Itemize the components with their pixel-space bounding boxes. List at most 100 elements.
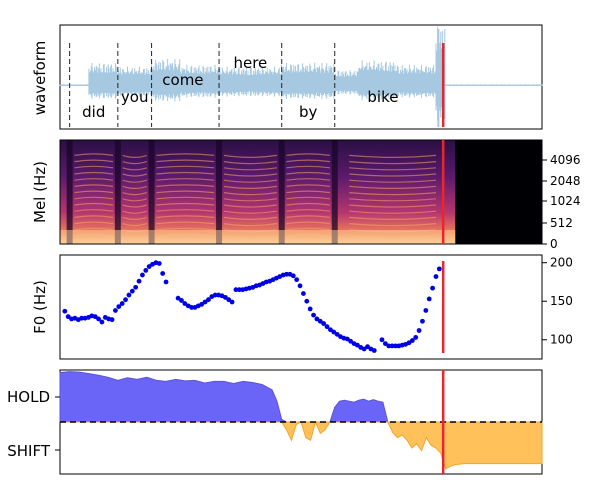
- f0-point-93: [389, 343, 395, 349]
- f0-y-ticks: 100 150 200: [542, 256, 573, 347]
- f0-tick-label-100: 100: [550, 333, 573, 347]
- f0-point-30: [163, 279, 169, 285]
- f0-point-105: [430, 285, 435, 291]
- f0-point-98: [406, 340, 412, 346]
- f0-point-74: [321, 321, 327, 326]
- f0-point-78: [334, 331, 340, 337]
- f0-point-19: [126, 292, 132, 298]
- shift-area: [60, 420, 543, 470]
- f0-point-17: [119, 301, 125, 306]
- f0-points: [62, 260, 442, 353]
- f0-point-99: [409, 338, 415, 343]
- f0-point-38: [199, 301, 205, 307]
- f0-point-49: [236, 287, 242, 293]
- f0-point-9: [92, 314, 98, 320]
- waveform-ylabel: waveform: [31, 41, 49, 116]
- f0-point-77: [331, 329, 337, 335]
- mel-gap-4: [278, 140, 285, 244]
- f0-point-76: [328, 327, 333, 333]
- f0-point-23: [140, 272, 145, 278]
- turn-panel: HOLD SHIFT: [7, 369, 543, 475]
- mel-tick-label-512: 512: [550, 216, 573, 230]
- shift-label: SHIFT: [7, 442, 51, 460]
- f0-point-47: [229, 299, 235, 305]
- f0-point-48: [233, 287, 239, 293]
- f0-point-45: [222, 294, 228, 300]
- f0-point-14: [109, 317, 115, 323]
- f0-point-25: [146, 264, 152, 269]
- waveform-trace: [59, 26, 543, 127]
- f0-point-65: [290, 273, 296, 279]
- f0-point-15: [113, 308, 118, 313]
- mel-ylabel: Mel (Hz): [31, 161, 49, 223]
- f0-point-103: [423, 308, 429, 313]
- f0-point-28: [156, 261, 162, 266]
- f0-point-39: [202, 299, 208, 305]
- f0-point-0: [62, 308, 68, 314]
- f0-point-75: [324, 324, 330, 330]
- f0-point-100: [413, 335, 419, 340]
- word-boundaries: [69, 43, 336, 127]
- f0-point-91: [382, 341, 388, 346]
- mel-tick-label-0: 0: [550, 237, 558, 251]
- f0-point-87: [365, 344, 370, 350]
- word-label-here: here: [233, 54, 267, 72]
- mel-tick-label-1024: 1024: [550, 194, 581, 208]
- f0-point-16: [116, 304, 122, 310]
- f0-point-24: [143, 268, 149, 273]
- waveform-frame: [59, 24, 543, 130]
- f0-point-107: [436, 266, 442, 272]
- f0-point-31: [175, 295, 181, 301]
- mel-y-ticks: 0 512 1024 2048 4096: [542, 153, 581, 251]
- f0-point-82: [348, 338, 354, 344]
- f0-point-42: [212, 292, 218, 298]
- word-label-did: did: [82, 103, 105, 121]
- f0-point-11: [99, 319, 105, 325]
- f0-point-90: [379, 337, 385, 343]
- word-label-you: you: [121, 88, 149, 106]
- f0-point-21: [133, 284, 139, 290]
- mel-gap-5: [331, 140, 338, 244]
- f0-tick-label-200: 200: [550, 256, 573, 270]
- f0-point-63: [284, 271, 289, 277]
- f0-point-102: [420, 318, 425, 324]
- f0-frame: [59, 254, 543, 360]
- f0-point-46: [226, 297, 232, 303]
- f0-point-22: [136, 278, 142, 284]
- f0-point-101: [416, 328, 422, 333]
- turn-y-ticks: HOLD SHIFT: [7, 388, 60, 460]
- mel-panel: Mel (Hz) 0 512 1024 2048 4096: [31, 139, 581, 251]
- f0-point-72: [314, 316, 320, 322]
- f0-point-69: [304, 298, 310, 304]
- f0-point-32: [179, 298, 184, 303]
- mel-gap-1: [114, 140, 121, 244]
- f0-point-40: [206, 297, 211, 303]
- word-label-by: by: [299, 103, 318, 121]
- f0-point-33: [182, 301, 188, 306]
- f0-point-81: [344, 336, 350, 342]
- mel-tick-label-2048: 2048: [550, 174, 581, 188]
- f0-point-20: [129, 288, 135, 294]
- f0-tick-label-150: 150: [550, 294, 573, 308]
- mel-tick-label-4096: 4096: [550, 153, 581, 167]
- f0-point-10: [96, 316, 101, 322]
- f0-point-35: [189, 304, 194, 310]
- hold-area: [59, 371, 542, 423]
- f0-point-70: [307, 306, 313, 312]
- turn-areas: [59, 371, 543, 470]
- f0-point-67: [297, 283, 303, 289]
- mel-low-band: [60, 230, 456, 244]
- f0-point-18: [123, 297, 128, 303]
- f0-point-1: [65, 314, 71, 320]
- mel-heatmap: [60, 140, 456, 244]
- f0-point-84: [354, 342, 360, 348]
- f0-ylabel: F0 (Hz): [31, 280, 49, 334]
- f0-point-5: [79, 315, 85, 321]
- f0-point-71: [311, 312, 316, 318]
- f0-point-94: [393, 343, 398, 349]
- mel-gap-2: [148, 140, 155, 244]
- f0-point-73: [317, 318, 323, 324]
- f0-point-86: [361, 346, 367, 352]
